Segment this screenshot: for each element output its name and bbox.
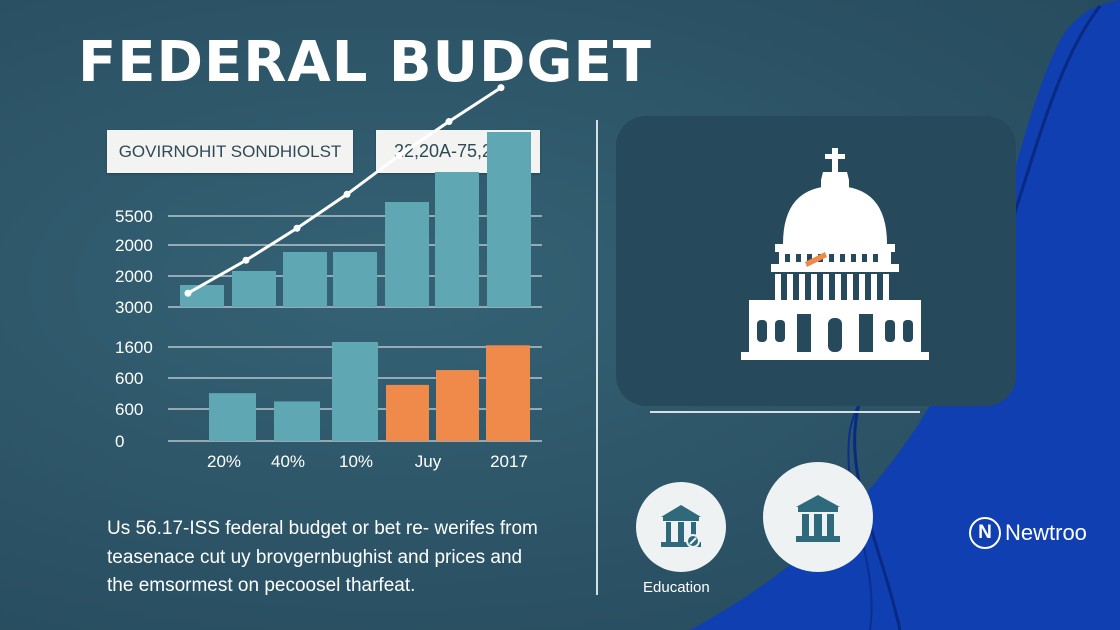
brand-name: Newtroo bbox=[1005, 520, 1087, 545]
line-point bbox=[343, 190, 351, 198]
bar bbox=[232, 271, 276, 307]
bar bbox=[487, 132, 531, 307]
education-label: Education bbox=[643, 579, 710, 596]
y-tick-label: 600 bbox=[115, 369, 143, 388]
line-point bbox=[184, 289, 192, 297]
y-tick-label: 5500 bbox=[115, 207, 153, 226]
bar bbox=[333, 252, 377, 307]
bar bbox=[209, 393, 256, 441]
line-point bbox=[395, 152, 403, 159]
line-point bbox=[445, 118, 453, 126]
bank-circle bbox=[763, 462, 873, 572]
bar bbox=[486, 345, 530, 441]
bar bbox=[385, 202, 429, 307]
y-tick-label: 1600 bbox=[115, 338, 153, 357]
description-line: the emsormest on pecoosel tharfeat. bbox=[107, 575, 416, 596]
page-title: FEDERAL BUDGET bbox=[78, 30, 652, 95]
bar bbox=[386, 384, 429, 441]
education-circle bbox=[636, 482, 726, 572]
bar bbox=[283, 252, 327, 307]
line-point bbox=[242, 256, 250, 264]
x-tick-label: 2017 bbox=[490, 452, 528, 471]
y-tick-label: 0 bbox=[115, 432, 124, 451]
brand-mark: N bbox=[969, 517, 1001, 549]
bar bbox=[435, 172, 479, 307]
bar bbox=[332, 342, 378, 441]
description-text: Us 56.17-ISS federal budget or bet re- w… bbox=[107, 515, 577, 601]
description-line: Us 56.17-ISS federal budget or bet re- w… bbox=[107, 518, 538, 539]
bar bbox=[274, 401, 320, 441]
bar bbox=[436, 370, 479, 441]
x-tick-label: 20% bbox=[207, 452, 241, 471]
x-tick-label: 10% bbox=[339, 452, 373, 471]
line-point bbox=[293, 224, 301, 232]
brand-logo: N Newtroo bbox=[969, 517, 1087, 549]
line-point bbox=[497, 84, 505, 92]
description-line: teasenace cut uy brovgernbughist and pri… bbox=[107, 546, 523, 568]
x-tick-label: 40% bbox=[271, 452, 305, 471]
horizontal-divider bbox=[650, 411, 920, 413]
y-tick-label: 600 bbox=[115, 400, 143, 419]
y-tick-label: 2000 bbox=[115, 236, 153, 255]
school-building-icon bbox=[661, 505, 701, 548]
x-tick-label: Juy bbox=[415, 452, 442, 471]
capitol-building-icon bbox=[741, 148, 929, 360]
label-box-left: GOVIRNOHIT SONDHIOLST bbox=[107, 130, 353, 173]
vertical-divider bbox=[596, 120, 598, 595]
y-tick-label: 2000 bbox=[115, 267, 153, 286]
bar-charts: 5500 2000 2000 3000 1600 600 600 0 20% 40% 10% Juy 2… bbox=[115, 84, 542, 471]
bank-building-icon bbox=[796, 495, 840, 542]
y-tick-label: 3000 bbox=[115, 298, 153, 317]
